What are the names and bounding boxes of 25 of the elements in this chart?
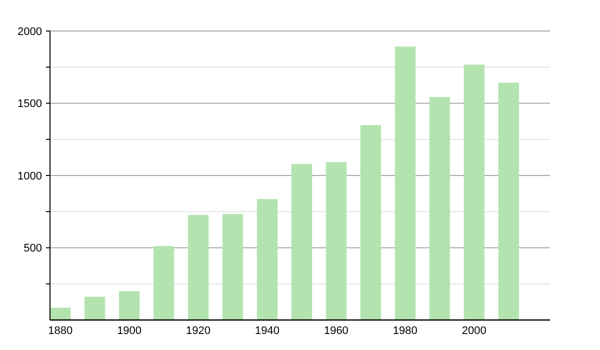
bar [118,291,140,320]
x-tick-label: 1940 [255,325,280,337]
bar [360,125,382,320]
bar [222,214,244,320]
bar [326,162,347,320]
bar [394,46,416,320]
bar [256,199,278,320]
bar [50,308,71,320]
x-tick-label: 1880 [48,325,73,337]
x-tick-label: 1960 [324,325,348,337]
bar [153,246,174,320]
y-tick-label: 1000 [18,170,42,182]
bar [188,214,209,320]
y-tick-label: 500 [24,242,42,255]
bar [429,97,450,320]
y-tick-label: 2000 [18,26,42,38]
x-tick-label: 2000 [462,325,486,337]
bar [498,82,519,320]
x-tick-label: 1920 [186,325,211,337]
x-tick-label: 1900 [117,325,142,337]
bar [291,164,312,320]
y-tick-label: 1500 [18,98,42,110]
bar [84,296,106,320]
x-tick-label: 1980 [392,325,418,337]
bar [464,64,484,320]
